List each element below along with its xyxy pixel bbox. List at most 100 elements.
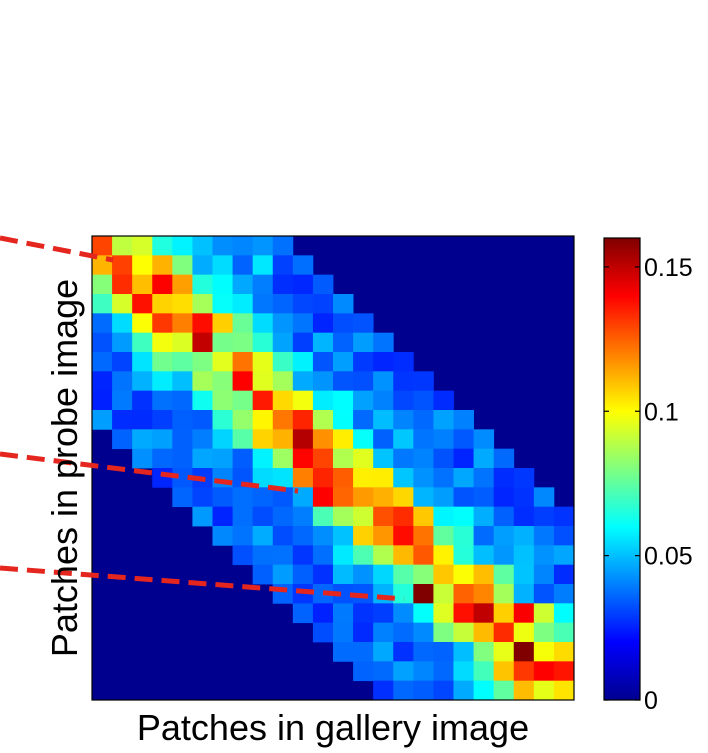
- heatmap-cell: [172, 487, 193, 508]
- heatmap-cell: [92, 352, 113, 372]
- heatmap-cell: [272, 332, 294, 353]
- heatmap-cell: [152, 255, 173, 276]
- heatmap-cell: [353, 487, 374, 508]
- heatmap-cell: [513, 564, 535, 585]
- heatmap-cell: [252, 274, 274, 295]
- heatmap-cell: [413, 545, 434, 566]
- heatmap-cell: [212, 429, 233, 450]
- heatmap-cell: [493, 506, 515, 527]
- heatmap-cell: [232, 313, 254, 334]
- heatmap-cell: [292, 332, 314, 353]
- heatmap-cell: [272, 564, 294, 585]
- heatmap-cell: [413, 506, 434, 527]
- heatmap-cell: [312, 410, 334, 430]
- heatmap-cell: [172, 448, 193, 469]
- heatmap-cell: [413, 487, 434, 508]
- heatmap-cell: [333, 487, 354, 508]
- heatmap-cell: [132, 294, 153, 314]
- heatmap-cell: [393, 642, 414, 662]
- heatmap-cell: [252, 390, 274, 411]
- heatmap-cell: [373, 429, 394, 450]
- heatmap-cell: [192, 448, 213, 469]
- heatmap-cell: [493, 680, 515, 701]
- heatmap-cell: [393, 506, 414, 527]
- heatmap-cell: [292, 564, 314, 585]
- heatmap-cell: [172, 429, 193, 450]
- heatmap-cell: [292, 468, 314, 488]
- heatmap-cell: [373, 448, 394, 469]
- heatmap-cell: [172, 332, 193, 353]
- heatmap-cell: [172, 468, 193, 488]
- heatmap-cell: [333, 526, 354, 546]
- heatmap-cell: [493, 545, 515, 566]
- heatmap-cell: [192, 313, 213, 334]
- heatmap-cell: [292, 487, 314, 508]
- heatmap-cell: [373, 506, 394, 527]
- colorbar-gradient: [603, 237, 641, 701]
- heatmap-cell: [312, 429, 334, 450]
- heatmap-cell: [272, 526, 294, 546]
- heatmap-cell: [112, 390, 133, 411]
- heatmap-cell: [493, 564, 515, 585]
- heatmap-cell: [312, 506, 334, 527]
- heatmap-cell: [232, 506, 254, 527]
- heatmap-cell: [292, 390, 314, 411]
- heatmap-cell: [312, 390, 334, 411]
- heatmap-cell: [513, 661, 535, 682]
- heatmap-cell: [353, 642, 374, 662]
- heatmap-cell: [212, 255, 233, 276]
- heatmap-cell: [373, 642, 394, 662]
- heatmap-cell: [212, 390, 233, 411]
- heatmap-cells: [92, 236, 575, 701]
- heatmap-cell: [312, 294, 334, 314]
- heatmap-cell: [493, 661, 515, 682]
- heatmap-cell: [353, 390, 374, 411]
- heatmap-cell: [232, 255, 254, 276]
- heatmap-cell: [433, 429, 454, 450]
- heatmap-cell: [292, 429, 314, 450]
- heatmap-cell: [333, 603, 354, 624]
- heatmap-cell: [212, 410, 233, 430]
- heatmap-cell: [433, 661, 454, 682]
- heatmap-cell: [192, 332, 213, 353]
- heatmap-cell: [272, 487, 294, 508]
- heatmap-cell: [493, 487, 515, 508]
- heatmap-cell: [473, 603, 495, 624]
- heatmap-cell: [533, 680, 555, 701]
- heatmap-cell: [353, 448, 374, 469]
- heatmap-cell: [212, 352, 233, 372]
- heatmap-cell: [413, 661, 434, 682]
- heatmap-cell: [373, 622, 394, 643]
- heatmap-cell: [272, 236, 294, 256]
- heatmap-cell: [152, 294, 173, 314]
- heatmap-cell: [252, 564, 274, 585]
- heatmap-cell: [152, 274, 173, 295]
- heatmap-cell: [353, 313, 374, 334]
- heatmap-cell: [513, 680, 535, 701]
- heatmap-cell: [413, 526, 434, 546]
- heatmap-cell: [252, 410, 274, 430]
- heatmap-cell: [132, 274, 153, 295]
- heatmap-cell: [172, 390, 193, 411]
- heatmap-cell: [192, 236, 213, 256]
- heatmap-cell: [252, 313, 274, 334]
- heatmap-cell: [92, 274, 113, 295]
- heatmap-cell: [232, 487, 254, 508]
- heatmap-cell: [192, 487, 213, 508]
- heatmap-cell: [473, 429, 495, 450]
- heatmap-cell: [473, 642, 495, 662]
- heatmap-cell: [292, 274, 314, 295]
- heatmap-cell: [172, 313, 193, 334]
- heatmap-cell: [132, 313, 153, 334]
- heatmap-cell: [172, 294, 193, 314]
- heatmap-cell: [553, 661, 575, 682]
- heatmap-cell: [553, 564, 575, 585]
- heatmap-cell: [172, 274, 193, 295]
- heatmap-cell: [533, 526, 555, 546]
- heatmap-cell: [152, 429, 173, 450]
- heatmap-cell: [513, 584, 535, 604]
- heatmap-cell: [393, 448, 414, 469]
- heatmap-cell: [373, 352, 394, 372]
- heatmap-cell: [333, 584, 354, 604]
